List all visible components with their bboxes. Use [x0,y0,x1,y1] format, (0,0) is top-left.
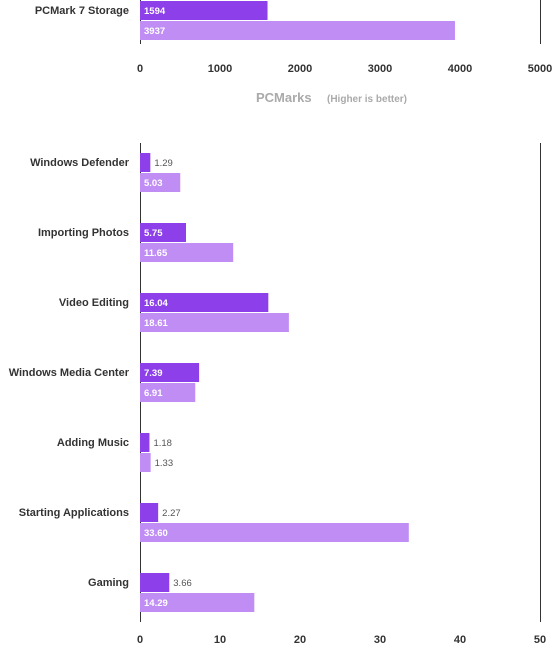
bar-series-2 [140,173,181,192]
data-label: 33.60 [144,528,168,539]
bar-series-1 [140,433,150,452]
x-tick-label: 20 [294,634,306,646]
bar-series-2 [140,453,151,472]
x-axis-note: (Higher is better) [327,94,407,105]
data-label: 16.04 [144,298,168,309]
bar-series-1 [140,223,186,242]
category-label: PCMark 7 Storage [35,5,129,17]
category-label: Starting Applications [19,507,129,519]
data-label: 1.29 [154,158,173,169]
x-axis-title: PCMarks [256,90,312,105]
data-label: 14.29 [144,598,168,609]
data-label: 1594 [144,6,166,17]
bar-series-2 [140,383,196,402]
data-label: 6.91 [144,388,163,399]
x-tick-label: 1000 [208,63,232,75]
category-label: Adding Music [57,437,129,449]
data-label: 2.27 [162,508,181,519]
x-tick-label: 0 [137,634,143,646]
category-label: Windows Media Center [9,367,130,379]
data-label: 5.75 [144,228,163,239]
bar-series-2 [140,523,409,542]
data-label: 3.66 [173,578,192,589]
bar-series-1 [140,503,159,522]
x-tick-label: 0 [137,63,143,75]
data-label: 3937 [144,26,165,37]
category-label: Video Editing [59,297,129,309]
x-tick-label: 50 [534,634,546,646]
data-label: 11.65 [144,248,168,259]
bar-series-2 [140,243,234,262]
x-tick-label: 3000 [368,63,392,75]
x-tick-label: 40 [454,634,466,646]
x-tick-label: 4000 [448,63,472,75]
category-label: Windows Defender [30,157,130,169]
bar-series-1 [140,293,269,312]
x-tick-label: 30 [374,634,386,646]
bar-series-2 [140,593,255,612]
category-label: Importing Photos [38,227,129,239]
data-label: 5.03 [144,178,163,189]
data-label: 1.33 [155,458,174,469]
x-tick-label: 2000 [288,63,312,75]
bar-series-1 [140,153,151,172]
bar-series-2 [140,21,455,40]
bar-series-2 [140,313,289,332]
bar-series-1 [140,573,170,592]
category-label: Gaming [88,577,129,589]
x-tick-label: 10 [214,634,226,646]
data-label: 1.18 [153,438,172,449]
x-tick-label: 5000 [528,63,552,75]
bar-series-1 [140,1,268,20]
data-label: 18.61 [144,318,168,329]
data-label: 7.39 [144,368,163,379]
bar-series-1 [140,363,200,382]
